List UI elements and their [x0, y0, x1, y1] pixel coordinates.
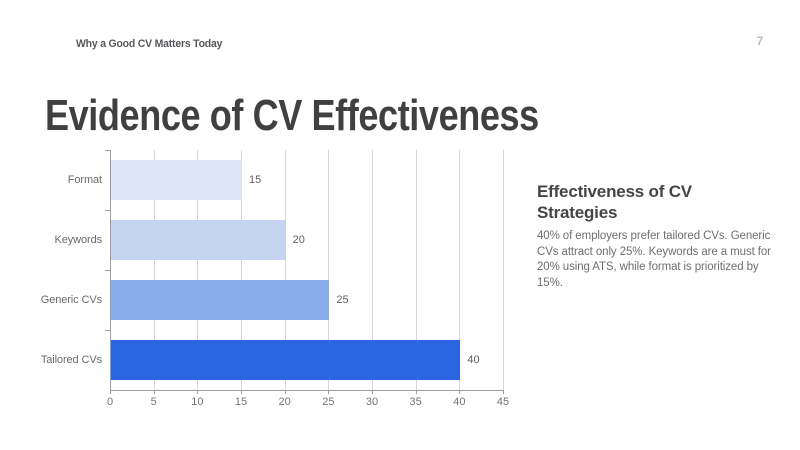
x-axis-tick-label: 40 — [453, 396, 466, 408]
page-number: 7 — [756, 34, 764, 48]
x-axis-tick-label: 0 — [106, 396, 114, 408]
x-axis-tick-label: 25 — [322, 396, 335, 408]
bar-generic-cvs — [111, 280, 330, 320]
category-label: Format — [67, 174, 102, 186]
bar-value-label: 15 — [249, 174, 262, 186]
gridline — [503, 150, 504, 390]
breadcrumb: Why a Good CV Matters Today — [76, 38, 223, 50]
x-axis-tick — [503, 390, 504, 394]
x-axis-tick-label: 45 — [496, 396, 510, 408]
x-axis-tick — [328, 390, 330, 394]
gridline — [328, 150, 330, 390]
note-heading: Effectiveness of CV Strategies — [537, 182, 692, 222]
gridline — [241, 150, 242, 390]
x-axis-tick-label: 30 — [365, 396, 379, 408]
x-axis-line — [110, 390, 504, 391]
gridline — [459, 150, 461, 390]
y-axis-tick — [105, 330, 110, 331]
gridline — [372, 150, 373, 390]
gridline — [284, 150, 286, 390]
category-label: Keywords — [54, 234, 103, 246]
bar-value-label: 20 — [292, 234, 305, 246]
category-label: Generic CVs — [40, 294, 102, 306]
bar-format — [111, 160, 242, 200]
x-axis-tick — [153, 390, 155, 394]
x-axis-tick-label: 20 — [278, 396, 291, 408]
x-axis-tick — [197, 390, 199, 394]
x-axis-tick — [284, 390, 286, 394]
x-axis-tick — [110, 390, 111, 394]
y-axis-tick — [105, 210, 110, 211]
x-axis-tick — [459, 390, 461, 394]
gridline — [153, 150, 155, 390]
y-axis-line — [110, 150, 111, 390]
bar-tailored-cvs — [111, 340, 461, 380]
x-axis-tick — [241, 390, 242, 394]
x-axis-tick-label: 35 — [409, 396, 422, 408]
x-axis-tick — [372, 390, 373, 394]
slide-title: Evidence of CV Effectiveness — [45, 91, 539, 140]
note-body: 40% of employers prefer tailored CVs. Ge… — [537, 230, 771, 289]
x-axis-tick-label: 10 — [191, 396, 204, 408]
bar-keywords — [111, 220, 286, 260]
x-axis-tick-label: 15 — [234, 396, 248, 408]
bar-value-label: 25 — [336, 294, 349, 306]
category-label: Tailored CVs — [40, 354, 102, 366]
y-axis-tick — [105, 270, 110, 271]
y-axis-tick — [105, 150, 110, 151]
bar-value-label: 40 — [467, 354, 480, 366]
gridline — [415, 150, 417, 390]
gridline — [197, 150, 199, 390]
x-axis-tick-label: 5 — [150, 396, 157, 408]
x-axis-tick — [415, 390, 417, 394]
